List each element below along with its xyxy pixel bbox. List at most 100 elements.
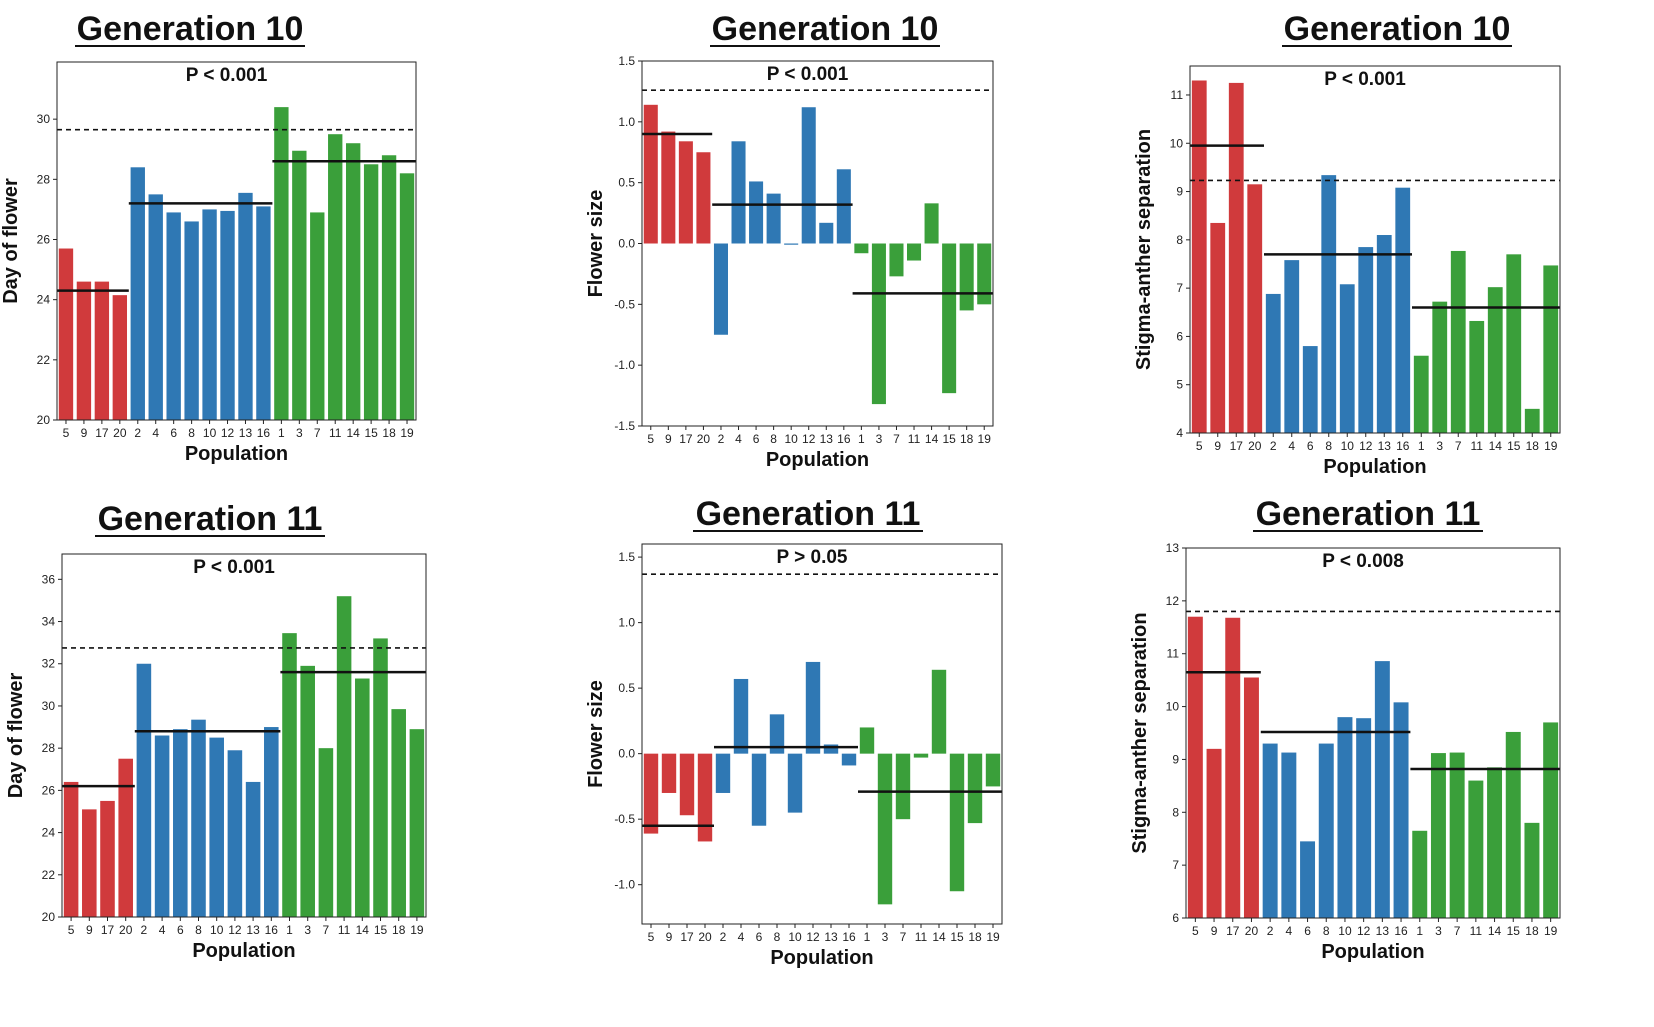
bar-pop-14 [931,669,947,754]
y-tick-label: 13 [1166,541,1180,555]
x-tick-label: 9 [86,923,93,937]
x-tick-label: 4 [735,432,742,446]
x-tick-label: 1 [1416,924,1423,938]
x-tick-label: 10 [210,923,224,937]
bar-pop-8 [184,221,199,420]
bar-pop-12 [805,661,821,754]
y-tick-label: 1.5 [618,54,635,68]
bar-pop-5 [63,781,79,917]
x-tick-label: 11 [1471,439,1484,453]
bar-pop-20 [1243,677,1259,918]
x-tick-label: 10 [1341,439,1355,453]
x-tick-label: 18 [392,923,406,937]
bar-pop-11 [1469,320,1485,433]
x-tick-label: 15 [374,923,388,937]
x-tick-label: 17 [101,923,115,937]
bar-pop-9 [1206,748,1222,918]
bar-pop-16 [1393,702,1409,918]
bar-pop-4 [1281,752,1297,918]
p-value-annotation: P > 0.05 [777,547,848,568]
bar-pop-11 [1468,780,1484,918]
y-tick-label: 20 [42,910,56,924]
x-tick-label: 15 [1507,439,1521,453]
x-tick-label: 17 [1226,924,1240,938]
x-tick-label: 1 [858,432,865,446]
y-tick-label: 4 [1176,426,1183,440]
x-tick-label: 5 [1196,439,1203,453]
plot-frame [641,60,994,427]
panel-title: Generation 11 [98,500,323,538]
bar-pop-3 [300,665,315,917]
y-tick-label: 24 [42,826,56,840]
x-tick-label: 3 [882,930,889,944]
bar-pop-18 [1524,822,1540,918]
bar-pop-6 [166,212,181,420]
y-tick-label: 9 [1176,185,1183,199]
bar-pop-19 [985,753,1001,787]
x-tick-label: 6 [1304,924,1311,938]
x-tick-label: 8 [1323,924,1330,938]
bar-pop-14 [345,143,361,420]
bar-pop-4 [148,194,163,420]
bar-pop-15 [363,164,379,420]
bar-pop-5 [58,248,74,420]
x-tick-label: 3 [876,432,883,446]
x-tick-label: 3 [1436,439,1443,453]
bar-pop-4 [1284,260,1300,433]
x-tick-label: 8 [195,923,202,937]
bar-pop-18 [1524,408,1540,433]
bar-pop-6 [1302,346,1318,433]
bar-pop-15 [1506,254,1522,433]
x-tick-label: 13 [1376,924,1390,938]
x-tick-label: 14 [356,923,370,937]
y-tick-label: 20 [37,413,51,427]
x-tick-label: 6 [170,426,177,440]
bar-pop-14 [355,678,370,917]
x-tick-label: 10 [788,930,802,944]
y-tick-label: 26 [42,783,56,797]
x-tick-label: 7 [323,923,330,937]
y-tick-label: 0.5 [618,176,635,190]
bar-pop-12 [1356,718,1372,918]
p-value-annotation: P < 0.001 [767,64,849,85]
x-tick-label: 7 [1455,439,1462,453]
x-axis-label: Population [185,443,288,465]
x-tick-label: 5 [68,923,75,937]
x-tick-label: 10 [784,432,798,446]
x-tick-label: 6 [1307,439,1314,453]
x-tick-label: 17 [680,930,694,944]
bar-pop-2 [136,663,152,917]
x-tick-label: 2 [141,923,148,937]
bar-pop-14 [1487,287,1503,433]
bar-pop-19 [1543,265,1559,433]
bar-pop-8 [1318,743,1334,918]
x-tick-label: 8 [770,432,777,446]
bar-pop-8 [1321,175,1337,433]
panel-gen11-flower-size: Generation 11 P > 0.05 -1.0 -0.5 0.0 0.5 1.0 1.… [585,495,1003,969]
y-tick-label: 22 [42,868,56,882]
x-tick-label: 12 [221,426,235,440]
x-tick-label: 1 [286,923,293,937]
x-tick-label: 5 [1192,924,1199,938]
bar-pop-17 [100,800,115,917]
plot-frame [61,553,427,918]
plot-frame [56,61,417,421]
p-value-annotation: P < 0.001 [1324,69,1406,90]
bar-pop-6 [173,729,188,917]
x-tick-label: 2 [1270,439,1277,453]
panel-title: Generation 11 [696,495,921,533]
bar-pop-7 [310,212,325,420]
x-tick-label: 14 [932,930,946,944]
x-tick-label: 10 [203,426,217,440]
x-tick-label: 9 [665,432,672,446]
x-tick-label: 12 [806,930,820,944]
x-tick-label: 13 [246,923,260,937]
y-tick-label: 28 [42,741,56,755]
bar-pop-18 [967,753,983,824]
bar-pop-4 [154,735,170,917]
x-tick-label: 5 [648,930,655,944]
y-tick-label: 5 [1176,378,1183,392]
bar-pop-1 [274,107,289,421]
bar-pop-9 [76,281,92,420]
